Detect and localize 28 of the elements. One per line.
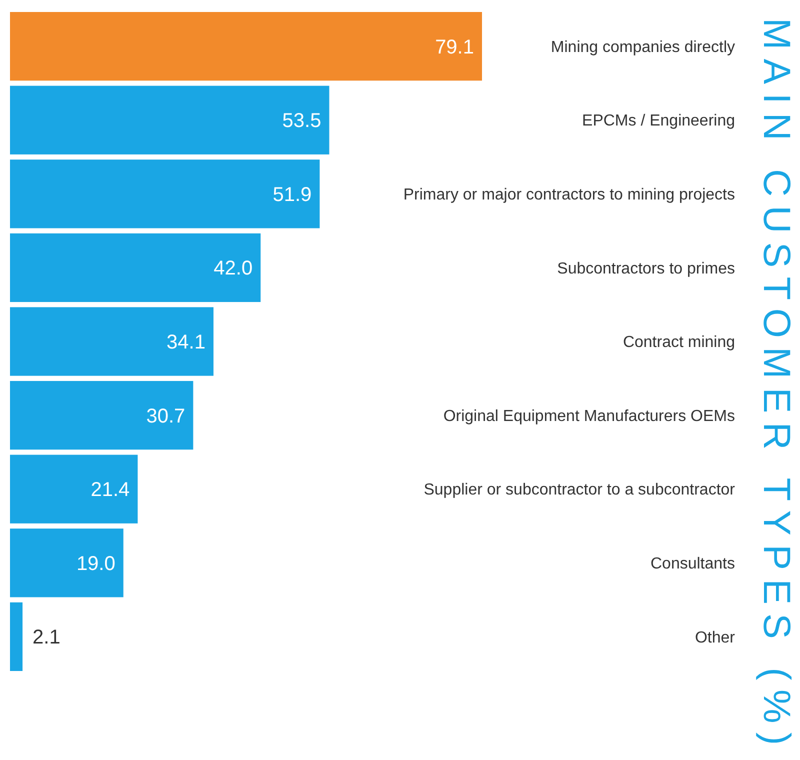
data-label: 53.5 — [282, 110, 322, 132]
data-label: 19.0 — [76, 552, 116, 575]
data-label: 51.9 — [272, 184, 312, 206]
bar — [10, 602, 23, 671]
y-tick-label: EPCMs / Engineering — [582, 112, 735, 130]
data-label: 42.0 — [214, 258, 253, 280]
bar — [10, 454, 138, 524]
y-tick-label: Subcontractors to primes — [557, 260, 735, 278]
y-tick-label: Mining companies directly — [550, 38, 735, 56]
y-tick-label: Contract mining — [622, 334, 735, 352]
data-label: 2.1 — [32, 626, 60, 649]
bar — [10, 86, 330, 154]
bar — [10, 307, 214, 376]
y-tick-label: Original Equipment Manufacturers OEMs — [443, 408, 735, 425]
y-tick-label: Consultants — [650, 555, 735, 572]
bar — [10, 528, 124, 598]
bar — [10, 380, 194, 450]
y-tick-label: Other — [694, 629, 736, 646]
data-label: 21.4 — [90, 479, 130, 502]
data-label: 30.7 — [146, 405, 186, 428]
y-tick-label: Primary or major contractors to mining projects — [403, 186, 735, 204]
y-tick-label: Supplier or subcontractor to a subcontractor — [424, 482, 736, 499]
bar — [10, 160, 320, 228]
data-label: 34.1 — [166, 332, 206, 354]
text: MAIN CUSTOMER TYPES (%) — [755, 18, 797, 745]
bar — [10, 12, 482, 81]
bar — [10, 233, 261, 302]
data-label: 79.1 — [435, 36, 474, 58]
